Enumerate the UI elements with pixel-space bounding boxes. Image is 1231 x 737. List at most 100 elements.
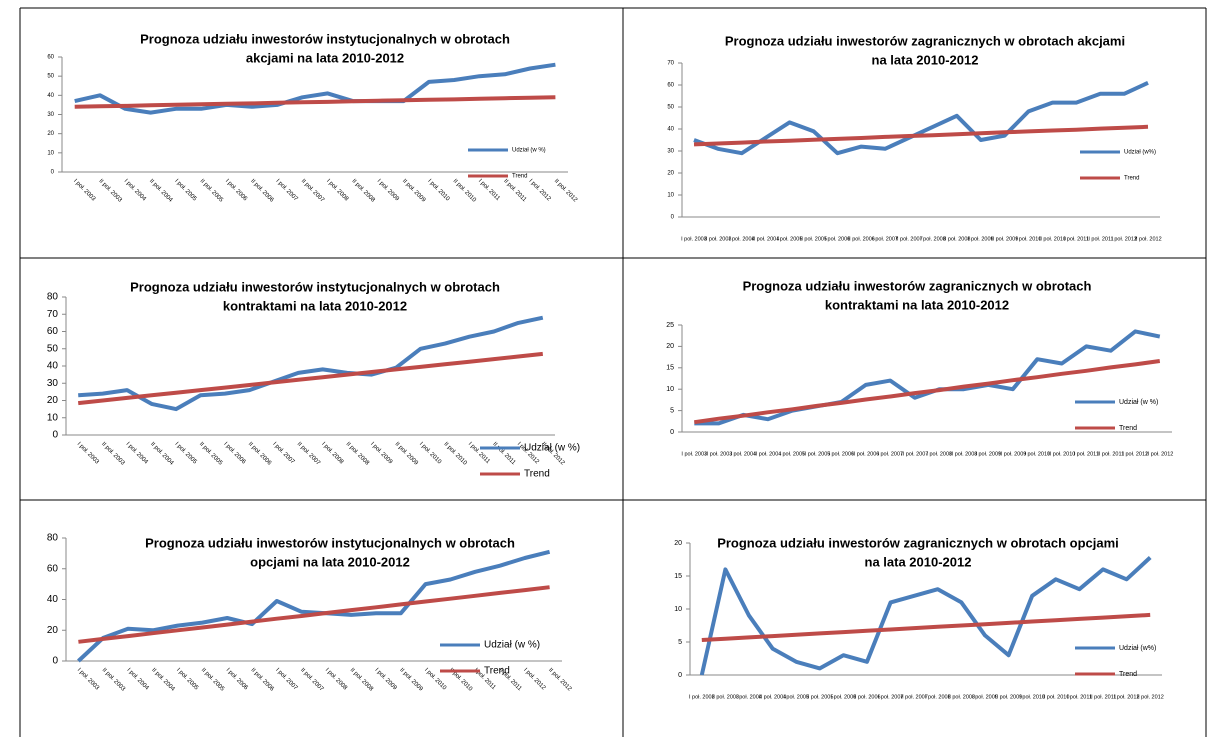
y-tick-label: 60 xyxy=(667,83,674,89)
x-tick-label: II poł. 2011 xyxy=(1097,451,1124,457)
x-tick-label: I poł. 2006 xyxy=(224,178,249,203)
x-tick-label: II poł. 2011 xyxy=(1090,694,1117,700)
x-tick-label: I poł. 2007 xyxy=(271,441,296,466)
x-tick-label: II poł. 2011 xyxy=(491,441,516,466)
legend-label: Udział (w %) xyxy=(484,640,540,651)
y-tick-label: 10 xyxy=(47,150,54,156)
x-tick-label: II poł. 2003 xyxy=(704,236,731,242)
legend-label: Udział (w%) xyxy=(1119,645,1156,652)
chart-title: Prognoza udziału inwestorów instytucjona… xyxy=(145,535,515,550)
x-tick-label: II poł. 2005 xyxy=(806,694,833,700)
x-tick-label: II poł. 2006 xyxy=(247,441,273,467)
x-tick-label: I poł. 2007 xyxy=(275,178,300,203)
x-tick-label: II poł. 2009 xyxy=(999,451,1026,457)
x-tick-label: II poł. 2008 xyxy=(349,667,375,693)
legend-label: Trend xyxy=(1119,425,1137,432)
y-tick-label: 40 xyxy=(667,127,674,133)
x-tick-label: II poł. 2005 xyxy=(199,178,225,204)
x-tick-label: II poł. 2012 xyxy=(553,178,579,204)
x-tick-label: II poł. 2003 xyxy=(705,451,732,457)
x-tick-label: I poł. 2005 xyxy=(783,694,809,700)
x-tick-label: I poł. 2005 xyxy=(175,667,200,692)
y-tick-label: 0 xyxy=(52,430,58,441)
x-tick-label: II poł. 2006 xyxy=(249,178,275,204)
x-tick-label: I poł. 2004 xyxy=(125,441,150,466)
x-tick-label: II poł. 2007 xyxy=(901,451,928,457)
x-tick-label: I poł. 2005 xyxy=(777,236,803,242)
x-tick-label: II poł. 2009 xyxy=(995,694,1022,700)
data-line xyxy=(701,612,1151,642)
y-tick-label: 0 xyxy=(52,656,58,667)
y-tick-label: 60 xyxy=(47,563,59,574)
y-tick-label: 5 xyxy=(678,639,682,646)
x-tick-label: II poł. 2008 xyxy=(345,441,371,467)
x-tick-label: II poł. 2012 xyxy=(1134,236,1161,242)
y-tick-label: 0 xyxy=(678,672,682,679)
x-tick-label: II poł. 2006 xyxy=(852,451,879,457)
x-tick-label: I poł. 2008 xyxy=(920,236,946,242)
x-tick-label: II poł. 2005 xyxy=(198,441,224,467)
legend-label: Trend xyxy=(1124,176,1139,182)
data-line xyxy=(74,62,556,115)
x-tick-label: I poł. 2003 xyxy=(681,451,707,457)
x-tick-label: I poł. 2003 xyxy=(689,694,715,700)
x-tick-label: I poł. 2003 xyxy=(76,441,101,466)
x-tick-label: II poł. 2008 xyxy=(950,451,977,457)
y-tick-label: 40 xyxy=(47,93,54,99)
x-tick-label: I poł. 2012 xyxy=(1114,694,1140,700)
x-tick-label: I poł. 2011 xyxy=(477,178,501,202)
y-tick-label: 60 xyxy=(47,55,54,61)
y-tick-label: 0 xyxy=(671,215,675,221)
x-tick-label: I poł. 2012 xyxy=(1122,451,1148,457)
x-tick-label: I poł. 2007 xyxy=(274,667,299,692)
x-tick-label: I poł. 2005 xyxy=(173,441,198,466)
chart-title: kontraktami na lata 2010-2012 xyxy=(825,297,1009,312)
x-tick-label: II poł. 2008 xyxy=(350,178,376,204)
x-tick-label: I poł. 2009 xyxy=(975,451,1001,457)
x-tick-label: II poł. 2010 xyxy=(1042,694,1069,700)
x-tick-label: I poł. 2011 xyxy=(467,441,491,465)
x-tick-label: II poł. 2010 xyxy=(452,178,478,204)
legend-label: Udział (w %) xyxy=(1119,399,1158,406)
x-tick-label: I poł. 2003 xyxy=(681,236,707,242)
x-tick-label: I poł. 2009 xyxy=(972,694,998,700)
x-tick-label: I poł. 2012 xyxy=(522,667,547,692)
legend-label: Udział (w %) xyxy=(512,148,546,154)
legend-label: Trend xyxy=(512,174,527,180)
data-line xyxy=(77,351,544,406)
y-tick-label: 0 xyxy=(670,429,674,436)
data-line xyxy=(78,315,544,412)
legend-label: Udział (w%) xyxy=(1124,150,1156,156)
y-tick-label: 10 xyxy=(674,606,682,613)
data-line xyxy=(694,329,1161,426)
data-line xyxy=(78,585,550,644)
x-tick-label: I poł. 2009 xyxy=(376,178,401,203)
x-tick-label: I poł. 2003 xyxy=(76,667,101,692)
y-tick-label: 30 xyxy=(47,112,54,118)
y-tick-label: 70 xyxy=(47,309,59,320)
x-tick-label: I poł. 2008 xyxy=(324,667,349,692)
x-tick-label: II poł. 2004 xyxy=(148,178,174,204)
x-tick-label: I poł. 2007 xyxy=(878,694,904,700)
y-tick-label: 20 xyxy=(674,540,682,547)
x-tick-label: I poł. 2004 xyxy=(125,667,150,692)
data-line xyxy=(699,556,1152,676)
x-tick-label: I poł. 2004 xyxy=(736,694,762,700)
chart-title: kontraktami na lata 2010-2012 xyxy=(223,298,407,313)
legend-label: Trend xyxy=(524,469,550,480)
x-tick-label: I poł. 2003 xyxy=(72,178,97,203)
x-tick-label: II poł. 2010 xyxy=(1048,451,1075,457)
chart-title: Prognoza udziału inwestorów instytucjona… xyxy=(130,279,500,294)
y-tick-label: 20 xyxy=(667,171,674,177)
x-tick-label: II poł. 2007 xyxy=(296,441,322,467)
x-tick-label: I poł. 2012 xyxy=(1111,236,1137,242)
x-tick-label: I poł. 2007 xyxy=(872,236,898,242)
y-tick-label: 15 xyxy=(674,573,682,580)
chart-title: Prognoza udziału inwestorów instytucjona… xyxy=(140,31,510,46)
x-tick-label: I poł. 2008 xyxy=(325,178,350,203)
